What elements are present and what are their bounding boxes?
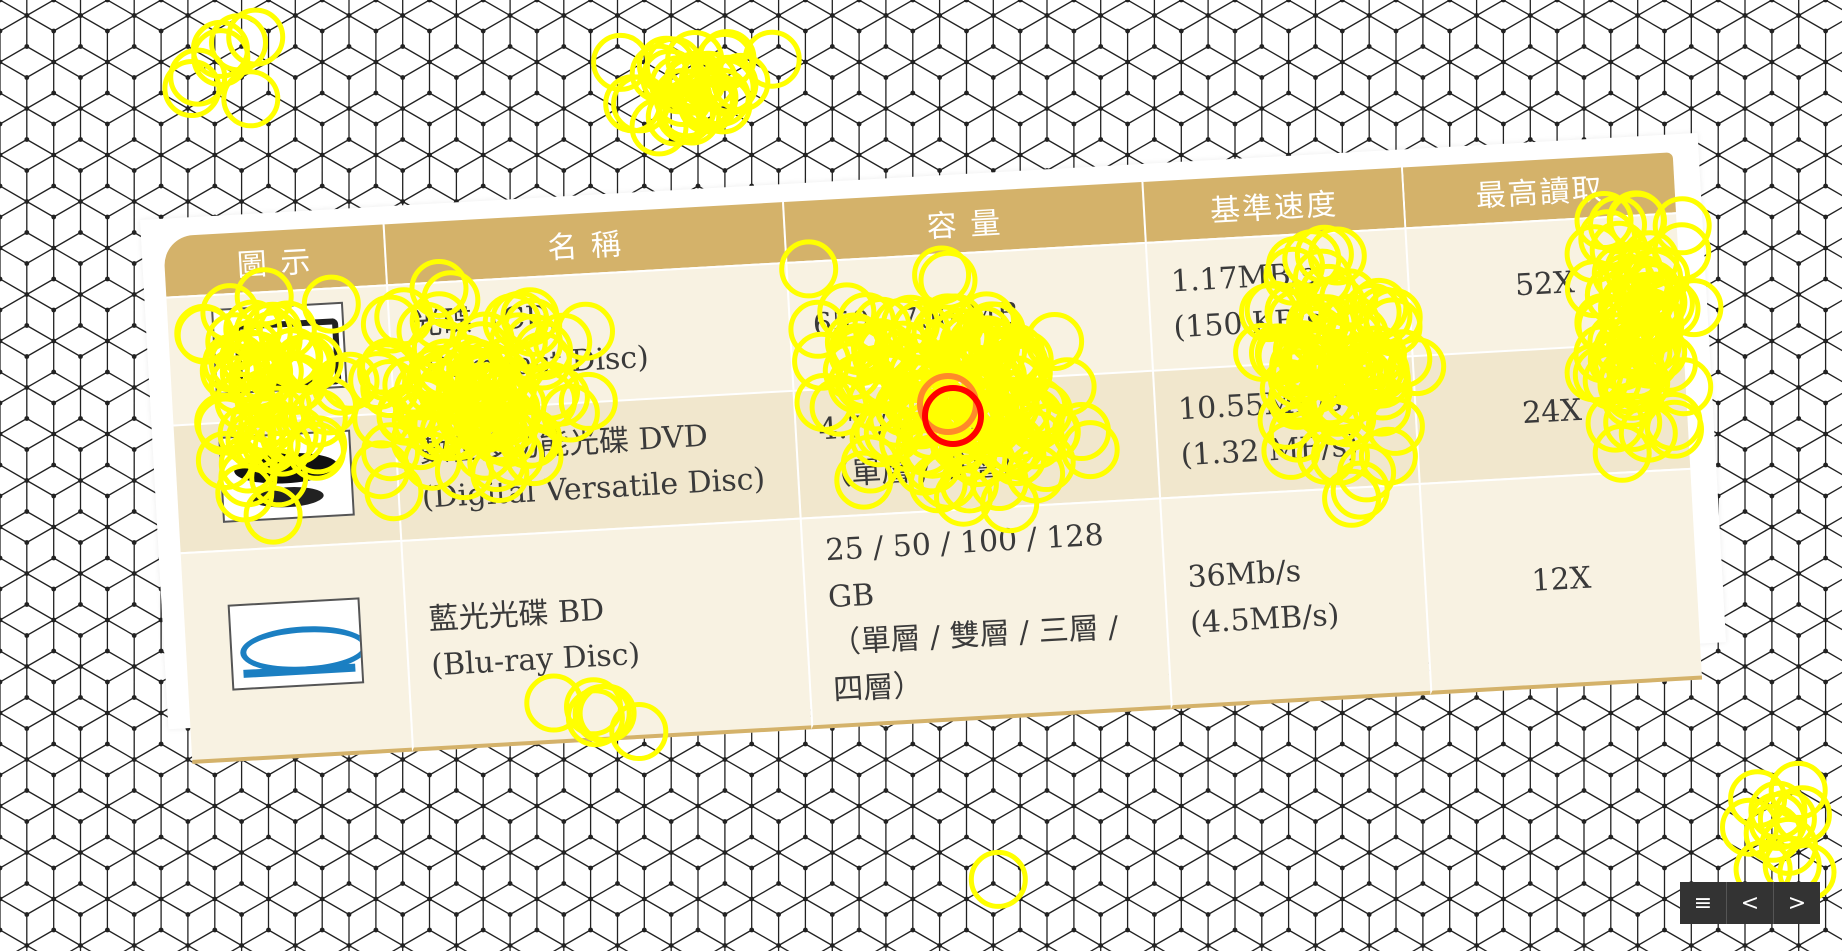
name-cell: 光碟（CD） (Compact Disc): [385, 262, 793, 413]
max-read-cell: 12X: [1418, 467, 1703, 695]
name-cell: 數位多功能光碟 DVD (Digital Versatile Disc): [393, 389, 800, 540]
speed-cell: 10.55MB/s (1.32 MB/s): [1151, 355, 1419, 498]
capacity-cell: 650 / 700 MB: [785, 241, 1152, 390]
prev-slide-button[interactable]: <: [1726, 882, 1773, 924]
dvd-video-logo-icon: [218, 429, 355, 523]
blu-ray-disc-logo-icon: [227, 597, 365, 691]
icon-cell: [173, 412, 401, 553]
slide-nav-controls: ≡ < >: [1680, 882, 1820, 924]
compact-disc-logo-icon: [211, 301, 348, 395]
disc-comparison-table: 圖 示 名 稱 容 量 基準速度 最高讀取 光碟（CD） (Compact Dis…: [162, 152, 1703, 764]
disc-comparison-card: 圖 示 名 稱 容 量 基準速度 最高讀取 光碟（CD） (Compact Dis…: [140, 132, 1727, 764]
icon-cell: [166, 284, 394, 425]
speed-cell: 36Mb/s (4.5MB/s): [1159, 483, 1431, 710]
max-read-cell: 52X: [1404, 212, 1684, 356]
menu-button[interactable]: ≡: [1693, 890, 1713, 916]
capacity-line: 25 / 50 / 100 / 128 GB: [824, 517, 1105, 615]
speed-cell: 1.17MB/s (150 KB/s): [1144, 227, 1412, 370]
next-slide-button[interactable]: >: [1773, 882, 1820, 924]
max-read-cell: 24X: [1411, 340, 1691, 484]
name-cell: 藍光光碟 BD (Blu-ray Disc): [400, 517, 812, 752]
capacity-cell: 25 / 50 / 100 / 128 GB （單層 / 雙層 / 三層 / 四層…: [799, 497, 1171, 730]
capacity-cell: 4.7 / 8.5 GB （單層 / 雙層）: [792, 369, 1160, 518]
capacity-line: 650 / 700 MB: [811, 295, 1020, 343]
icon-cell: [180, 539, 413, 764]
